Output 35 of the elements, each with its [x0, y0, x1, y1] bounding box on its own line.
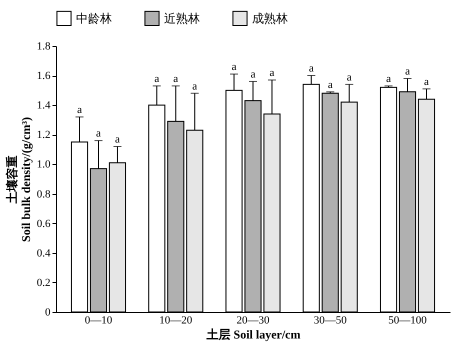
- x-tick-label: 20—30: [236, 314, 270, 326]
- annotation: a: [424, 76, 430, 88]
- annotation: a: [270, 66, 275, 79]
- y-tick-label: 0.6: [36, 218, 51, 230]
- annotation: a: [308, 62, 314, 75]
- annotation: a: [115, 133, 120, 146]
- annotation: a: [232, 61, 237, 74]
- annotation: a: [250, 68, 256, 80]
- y-tick-label: 0.4: [36, 247, 51, 260]
- annotation: a: [192, 80, 198, 92]
- annotation: a: [386, 72, 392, 85]
- annotation: a: [96, 128, 102, 140]
- x-tick-label: 30—50: [314, 314, 348, 326]
- annotation: a: [154, 72, 160, 85]
- legend-label: 近熟林: [164, 11, 200, 26]
- y-axis-title: 土壤容重 Soil bulk density/(g/cm³): [4, 117, 33, 242]
- annotation: a: [405, 66, 410, 78]
- annotation: a: [77, 104, 82, 116]
- y-tick-label: 0: [45, 306, 51, 318]
- x-axis-title: 土层 Soil layer/cm: [206, 328, 300, 342]
- annotation: a: [346, 71, 352, 84]
- y-tick-label: 1.0: [36, 158, 51, 171]
- annotation: a: [173, 72, 178, 85]
- y-tick-label: 1.6: [36, 70, 51, 82]
- x-tick-label: 0—10: [84, 314, 113, 326]
- y-tick-label: 0.2: [36, 276, 50, 289]
- legend-label: 中龄林: [76, 11, 112, 26]
- y-tick-label: 1.2: [36, 129, 50, 142]
- y-tick-label: 1.4: [36, 100, 51, 112]
- x-tick-label: 10—20: [159, 314, 193, 326]
- annotation: a: [328, 78, 333, 91]
- y-tick-label: 0.8: [36, 188, 51, 200]
- x-tick-label: 50—100: [388, 314, 428, 326]
- legend-label: 成熟林: [252, 11, 288, 26]
- y-tick-label: 1.8: [36, 40, 51, 52]
